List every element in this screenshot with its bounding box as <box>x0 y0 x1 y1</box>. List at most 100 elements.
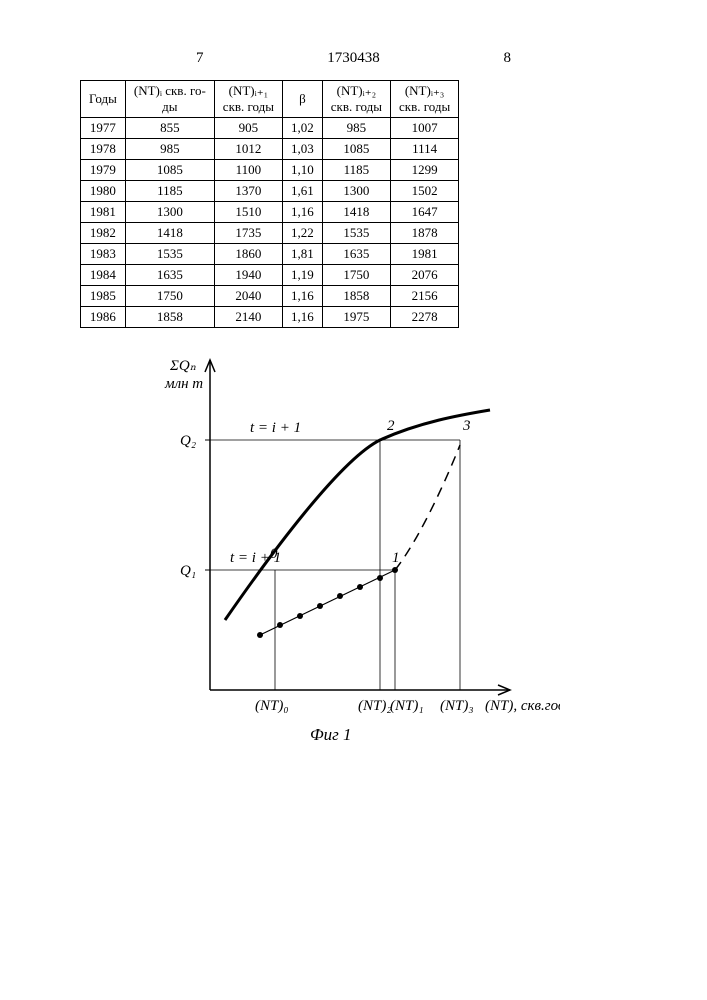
col-3: β <box>283 81 323 118</box>
table-cell: 1750 <box>322 265 390 286</box>
svg-text:t = i + 1: t = i + 1 <box>250 420 301 436</box>
svg-text:(NT)₁: (NT)₁ <box>390 698 424 714</box>
doc-number: 1730438 <box>327 50 380 66</box>
table-row: 197898510121,0310851114 <box>81 139 459 160</box>
table-cell: 1983 <box>81 244 126 265</box>
table-cell: 1,16 <box>283 307 323 328</box>
table-cell: 1007 <box>390 118 458 139</box>
svg-text:1: 1 <box>392 550 400 566</box>
table-cell: 2140 <box>214 307 282 328</box>
table-cell: 1860 <box>214 244 282 265</box>
figure-svg: Q₂Q₁(NT)₀(NT)₂(NT)₁(NT)₃t = i + 1t = i +… <box>140 330 560 760</box>
table-cell: 1,16 <box>283 286 323 307</box>
table-row: 1980118513701,6113001502 <box>81 181 459 202</box>
table-row: 1983153518601,8116351981 <box>81 244 459 265</box>
table-cell: 1,61 <box>283 181 323 202</box>
figure-1: Q₂Q₁(NT)₀(NT)₂(NT)₁(NT)₃t = i + 1t = i +… <box>140 330 560 765</box>
table-cell: 1981 <box>390 244 458 265</box>
svg-text:2: 2 <box>387 418 395 434</box>
table-row: 19778559051,029851007 <box>81 118 459 139</box>
svg-text:Q₁: Q₁ <box>180 563 196 579</box>
svg-text:(NT), скв.годы: (NT), скв.годы <box>485 698 560 714</box>
table-cell: 1982 <box>81 223 126 244</box>
table-cell: 985 <box>322 118 390 139</box>
col-5: (NT)ᵢ₊₃скв. годы <box>390 81 458 118</box>
table-cell: 1300 <box>125 202 214 223</box>
table-cell: 1981 <box>81 202 126 223</box>
table-cell: 1185 <box>125 181 214 202</box>
table-cell: 1980 <box>81 181 126 202</box>
svg-text:Q₂: Q₂ <box>180 433 196 449</box>
table-row: 1985175020401,1618582156 <box>81 286 459 307</box>
table-cell: 1858 <box>125 307 214 328</box>
col-4: (NT)ᵢ₊₂скв. годы <box>322 81 390 118</box>
table-row: 1981130015101,1614181647 <box>81 202 459 223</box>
table-cell: 1012 <box>214 139 282 160</box>
page-num-right: 8 <box>504 50 512 66</box>
svg-text:млн m: млн m <box>164 376 203 392</box>
table-cell: 1975 <box>322 307 390 328</box>
page-header: 7 1730438 8 <box>0 50 707 67</box>
page: 7 1730438 8 Годы(NT)ᵢ скв. го-ды(NT)ᵢ₊₁с… <box>0 0 707 1000</box>
col-1: (NT)ᵢ скв. го-ды <box>125 81 214 118</box>
table-cell: 1185 <box>322 160 390 181</box>
table-header-row: Годы(NT)ᵢ скв. го-ды(NT)ᵢ₊₁скв. годыβ(NT… <box>81 81 459 118</box>
table-cell: 1085 <box>322 139 390 160</box>
table-cell: 1977 <box>81 118 126 139</box>
table-cell: 1,10 <box>283 160 323 181</box>
table-cell: 1750 <box>125 286 214 307</box>
table-row: 1984163519401,1917502076 <box>81 265 459 286</box>
page-num-left: 7 <box>196 50 204 66</box>
table-cell: 1,02 <box>283 118 323 139</box>
table-cell: 1,03 <box>283 139 323 160</box>
table-cell: 1858 <box>322 286 390 307</box>
table-cell: 1979 <box>81 160 126 181</box>
table-cell: 1940 <box>214 265 282 286</box>
table-cell: 1370 <box>214 181 282 202</box>
table-cell: 1635 <box>322 244 390 265</box>
table-cell: 1535 <box>322 223 390 244</box>
table-cell: 1418 <box>125 223 214 244</box>
table-cell: 2278 <box>390 307 458 328</box>
table-row: 1982141817351,2215351878 <box>81 223 459 244</box>
table-cell: 1502 <box>390 181 458 202</box>
svg-text:(NT)₂: (NT)₂ <box>358 698 392 714</box>
table-cell: 1418 <box>322 202 390 223</box>
data-table: Годы(NT)ᵢ скв. го-ды(NT)ᵢ₊₁скв. годыβ(NT… <box>80 80 459 328</box>
svg-text:ΣQₙ: ΣQₙ <box>169 358 196 374</box>
table-cell: 1299 <box>390 160 458 181</box>
table-body: 19778559051,029851007197898510121,031085… <box>81 118 459 328</box>
table-cell: 2156 <box>390 286 458 307</box>
table-cell: 1114 <box>390 139 458 160</box>
table-cell: 1978 <box>81 139 126 160</box>
table-cell: 855 <box>125 118 214 139</box>
svg-text:(NT)₀: (NT)₀ <box>255 698 289 714</box>
table-cell: 1535 <box>125 244 214 265</box>
col-0: Годы <box>81 81 126 118</box>
svg-text:Фиг 1: Фиг 1 <box>310 725 352 744</box>
table-row: 1986185821401,1619752278 <box>81 307 459 328</box>
table-cell: 1635 <box>125 265 214 286</box>
table-cell: 1510 <box>214 202 282 223</box>
table-cell: 1,16 <box>283 202 323 223</box>
table-cell: 2076 <box>390 265 458 286</box>
table-cell: 1,22 <box>283 223 323 244</box>
table-cell: 985 <box>125 139 214 160</box>
table-cell: 1647 <box>390 202 458 223</box>
table-cell: 1878 <box>390 223 458 244</box>
table-cell: 1986 <box>81 307 126 328</box>
table-cell: 2040 <box>214 286 282 307</box>
svg-text:0: 0 <box>270 546 278 562</box>
col-2: (NT)ᵢ₊₁скв. годы <box>214 81 282 118</box>
table-row: 1979108511001,1011851299 <box>81 160 459 181</box>
table-cell: 1100 <box>214 160 282 181</box>
svg-text:3: 3 <box>462 418 471 434</box>
table-cell: 1300 <box>322 181 390 202</box>
table-cell: 1085 <box>125 160 214 181</box>
table-cell: 1,81 <box>283 244 323 265</box>
table-cell: 905 <box>214 118 282 139</box>
table-cell: 1985 <box>81 286 126 307</box>
table-cell: 1,19 <box>283 265 323 286</box>
svg-text:(NT)₃: (NT)₃ <box>440 698 474 714</box>
table-cell: 1735 <box>214 223 282 244</box>
